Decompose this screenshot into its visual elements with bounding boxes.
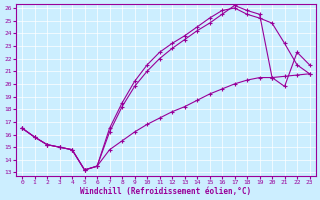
X-axis label: Windchill (Refroidissement éolien,°C): Windchill (Refroidissement éolien,°C) [80,187,252,196]
